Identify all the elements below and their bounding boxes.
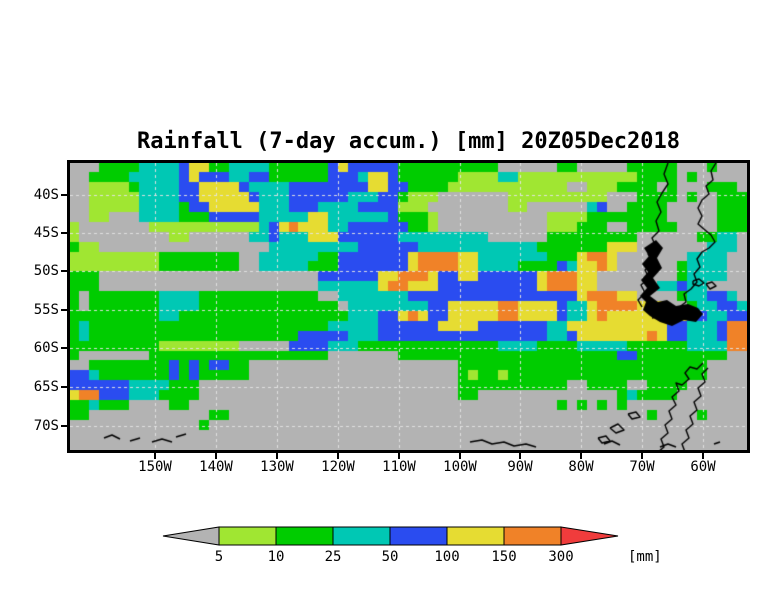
- lon-tick-label: 70W: [629, 459, 655, 475]
- lat-tick-label: 50S: [33, 263, 59, 279]
- lon-tick-label: 90W: [507, 459, 533, 475]
- lon-tick: [580, 453, 582, 459]
- colorbar-segment: [503, 526, 562, 546]
- lon-tick-label: 110W: [382, 459, 416, 475]
- colorbar-tick-label: 50: [382, 549, 399, 565]
- colorbar-cap-left: [162, 526, 220, 546]
- colorbar-segment: [332, 526, 391, 546]
- lon-tick-label: 150W: [138, 459, 172, 475]
- lon-tick: [154, 453, 156, 459]
- lat-tick: [61, 309, 69, 311]
- lat-tick-label: 65S: [33, 379, 59, 395]
- colorbar-cap-right: [560, 526, 619, 546]
- lat-tick: [61, 386, 69, 388]
- lat-tick: [61, 194, 69, 196]
- lon-tick: [641, 453, 643, 459]
- lat-tick-label: 60S: [33, 340, 59, 356]
- colorbar-unit-label: [mm]: [628, 549, 662, 565]
- lat-tick-label: 55S: [33, 302, 59, 318]
- lat-tick: [61, 232, 69, 234]
- lat-tick: [61, 347, 69, 349]
- lon-tick: [215, 453, 217, 459]
- lon-tick-label: 80W: [568, 459, 594, 475]
- lon-tick: [459, 453, 461, 459]
- map-frame: [67, 160, 750, 453]
- colorbar-segment: [275, 526, 334, 546]
- lon-tick: [398, 453, 400, 459]
- colorbar-svg: 5 10 25 50 100 150 300 [mm]: [162, 526, 662, 565]
- lon-tick-label: 100W: [443, 459, 477, 475]
- colorbar-segment: [389, 526, 448, 546]
- lon-tick-label: 140W: [199, 459, 233, 475]
- colorbar-segment: [446, 526, 505, 546]
- lon-tick: [337, 453, 339, 459]
- colorbar-tick-label: 10: [268, 549, 285, 565]
- rainfall-raster-canvas: [70, 163, 747, 450]
- colorbar-tick-label: 25: [325, 549, 342, 565]
- lon-tick-label: 60W: [690, 459, 716, 475]
- colorbar-segment: [218, 526, 277, 546]
- lat-tick: [61, 270, 69, 272]
- lat-tick-label: 45S: [33, 225, 59, 241]
- lon-tick: [519, 453, 521, 459]
- lon-tick: [702, 453, 704, 459]
- lat-tick-label: 70S: [33, 418, 59, 434]
- colorbar-tick-label: 100: [434, 549, 459, 565]
- lon-tick-label: 130W: [260, 459, 294, 475]
- lon-tick-label: 120W: [321, 459, 355, 475]
- colorbar-tick-label: 150: [491, 549, 516, 565]
- lon-tick: [276, 453, 278, 459]
- colorbar-tick-label: 300: [548, 549, 573, 565]
- colorbar-tick-label: 5: [215, 549, 223, 565]
- figure-title: Rainfall (7-day accum.) [mm] 20Z05Dec201…: [136, 129, 681, 154]
- lat-tick-label: 40S: [33, 187, 59, 203]
- lat-tick: [61, 425, 69, 427]
